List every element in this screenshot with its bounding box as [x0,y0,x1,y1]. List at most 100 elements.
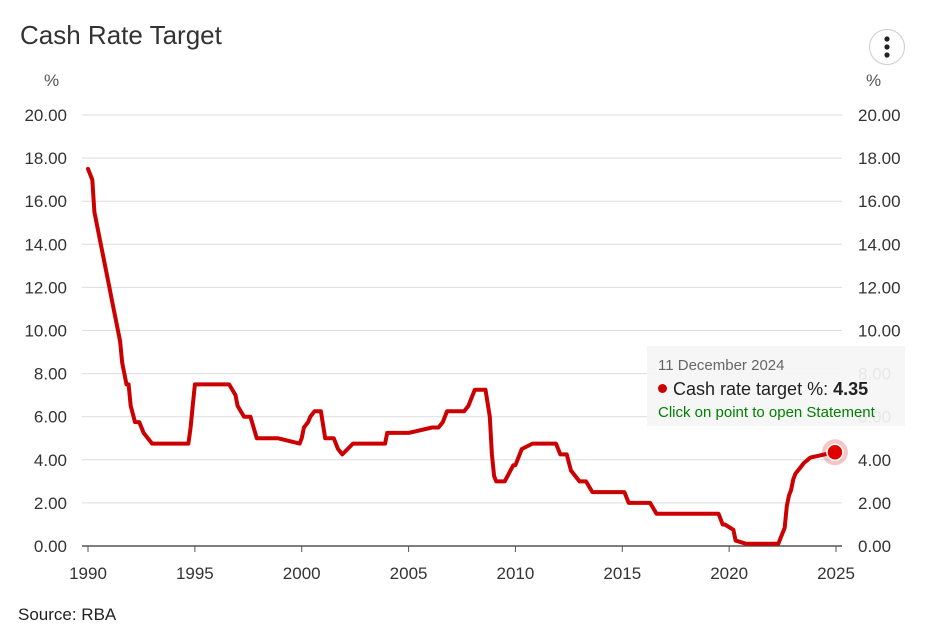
data-point[interactable] [553,441,559,447]
data-point[interactable] [491,473,497,479]
data-point[interactable] [790,476,796,482]
y-axis-unit-right: % [866,71,882,90]
data-point[interactable] [468,398,474,404]
data-point[interactable] [733,538,739,544]
data-point[interactable] [194,381,200,387]
data-point[interactable] [730,527,736,533]
y-tick-label-left: 4.00 [34,451,67,470]
highlighted-point[interactable] [826,443,844,462]
series-line-cash-rate[interactable] [86,166,836,546]
data-point[interactable] [158,441,164,447]
data-point[interactable] [299,435,305,441]
data-point[interactable] [557,451,563,457]
data-point[interactable] [788,487,794,493]
data-point[interactable] [483,387,489,393]
data-point[interactable] [301,425,307,431]
data-point[interactable] [722,522,728,528]
data-point[interactable] [654,511,660,517]
data-point[interactable] [461,408,467,414]
data-point[interactable] [307,414,313,420]
data-point[interactable] [89,177,95,183]
data-point[interactable] [647,500,653,506]
data-point[interactable] [141,430,147,436]
y-tick-label-left: 8.00 [34,365,67,384]
data-point[interactable] [797,465,803,471]
data-point[interactable] [136,419,142,425]
y-tick-label-right: 20.00 [858,106,901,125]
data-point[interactable] [589,489,595,495]
data-point[interactable] [502,478,508,484]
data-point[interactable] [128,403,134,409]
data-point[interactable] [444,408,450,414]
data-point[interactable] [784,503,790,509]
y-tick-label-left: 20.00 [24,106,67,125]
x-tick-label: 2005 [390,564,428,583]
data-point[interactable] [530,441,536,447]
data-point[interactable] [188,425,194,431]
highlight-layer [821,439,848,466]
data-point[interactable] [564,451,570,457]
data-point[interactable] [322,435,328,441]
data-point[interactable] [716,511,722,517]
data-point[interactable] [233,392,239,398]
data-point[interactable] [241,414,247,420]
data-point[interactable] [743,541,749,547]
chart-menu-button[interactable] [869,29,905,65]
data-point[interactable] [98,241,104,247]
data-point[interactable] [126,381,132,387]
data-point[interactable] [297,441,303,447]
data-point[interactable] [226,381,232,387]
tooltip-series-label: Cash rate target %: [673,379,829,399]
data-point[interactable] [339,451,345,457]
data-point[interactable] [519,446,525,452]
data-point[interactable] [626,500,632,506]
open-statement-link[interactable]: Click on point to open Statement [658,404,875,421]
data-point[interactable] [487,414,493,420]
data-point[interactable] [786,492,792,498]
data-point[interactable] [801,460,807,466]
data-point[interactable] [331,435,337,441]
data-point[interactable] [583,478,589,484]
data-point[interactable] [465,403,471,409]
data-point[interactable] [493,478,499,484]
data-point[interactable] [149,441,155,447]
data-point[interactable] [792,471,798,477]
data-point[interactable] [91,209,97,215]
data-point[interactable] [109,295,115,301]
data-point[interactable] [254,435,260,441]
data-point[interactable] [119,360,125,366]
data-point[interactable] [106,284,112,290]
data-point[interactable] [247,414,253,420]
data-point[interactable] [350,441,356,447]
data-point[interactable] [166,441,172,447]
data-point[interactable] [312,408,318,414]
data-point[interactable] [275,435,281,441]
data-point[interactable] [621,489,627,495]
data-point[interactable] [512,462,518,468]
data-point[interactable] [305,419,311,425]
data-point[interactable] [775,541,781,547]
data-point[interactable] [777,536,783,542]
data-point[interactable] [568,468,574,474]
data-point[interactable] [318,408,324,414]
data-point[interactable] [807,455,813,461]
data-point[interactable] [113,317,119,323]
data-point[interactable] [85,166,91,172]
data-point[interactable] [429,425,435,431]
data-point[interactable] [117,338,123,344]
data-point[interactable] [102,263,108,269]
data-point[interactable] [406,430,412,436]
data-point[interactable] [384,430,390,436]
data-point[interactable] [190,403,196,409]
data-point[interactable] [472,387,478,393]
data-point[interactable] [782,525,788,531]
tooltip-date: 11 December 2024 [658,357,785,374]
data-point[interactable] [335,446,341,452]
data-point[interactable] [235,403,241,409]
data-point[interactable] [489,451,495,457]
data-point[interactable] [436,425,442,431]
data-point[interactable] [382,441,388,447]
data-point[interactable] [577,478,583,484]
data-point[interactable] [440,419,446,425]
data-point[interactable] [185,441,191,447]
